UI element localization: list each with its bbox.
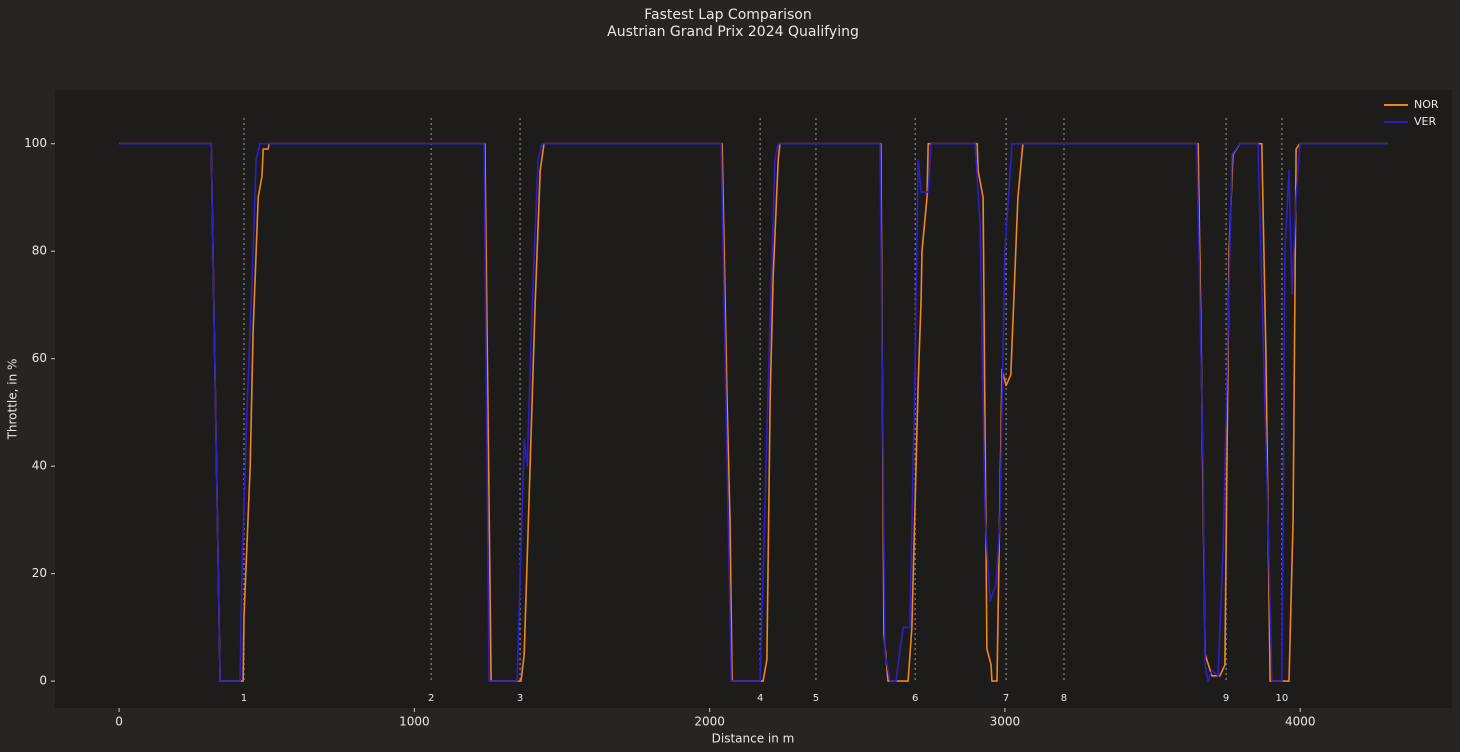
- x-tick-label: 1000: [399, 715, 430, 729]
- legend-label: NOR: [1414, 98, 1439, 111]
- y-tick-label: 60: [32, 351, 47, 365]
- x-tick-label: 0: [115, 715, 123, 729]
- corner-label: 2: [428, 693, 434, 704]
- corner-label: 5: [813, 693, 819, 704]
- series-line: [119, 142, 1388, 682]
- legend-label: VER: [1414, 115, 1436, 128]
- corner-label: 9: [1223, 693, 1229, 704]
- corner-label: 1: [241, 693, 247, 704]
- corner-label: 10: [1276, 693, 1289, 704]
- chart-subtitle: Austrian Grand Prix 2024 Qualifying: [607, 24, 859, 40]
- x-tick-label: 4000: [1285, 715, 1316, 729]
- chart-title: Fastest Lap Comparison: [644, 7, 812, 23]
- y-tick-label: 20: [32, 566, 47, 580]
- corner-label: 8: [1061, 693, 1067, 704]
- corner-label: 4: [757, 693, 763, 704]
- x-tick-label: 3000: [990, 715, 1021, 729]
- y-axis-label: Throttle, in %: [6, 359, 20, 441]
- corner-label: 3: [517, 693, 523, 704]
- y-tick-label: 0: [39, 674, 47, 688]
- y-tick-label: 40: [32, 459, 47, 473]
- corner-label: 7: [1003, 693, 1009, 704]
- y-tick-label: 100: [24, 136, 47, 150]
- corner-label: 6: [912, 693, 918, 704]
- y-tick-label: 80: [32, 244, 47, 258]
- x-axis-label: Distance in m: [712, 732, 795, 746]
- plot-area: [55, 90, 1452, 708]
- x-tick-label: 2000: [694, 715, 725, 729]
